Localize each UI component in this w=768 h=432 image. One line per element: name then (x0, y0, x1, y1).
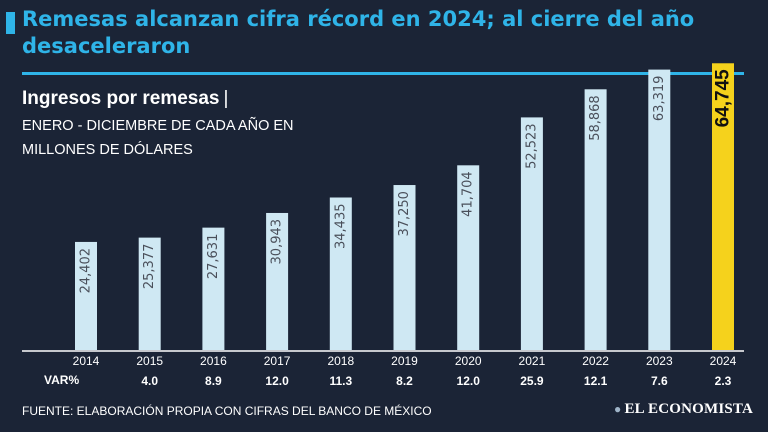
tick-label-2019: 2019 (391, 354, 418, 368)
data-label-2022: 58,868 (588, 95, 603, 141)
data-label-2015: 25,377 (142, 244, 157, 290)
bar-2021 (520, 117, 543, 351)
var-percent-label: VAR% (44, 373, 80, 387)
tick-label-2021: 2021 (519, 354, 546, 368)
var-value-2018: 11.3 (329, 374, 352, 388)
subtitle-main: Ingresos por remesas (22, 88, 220, 109)
tick-label-2018: 2018 (327, 354, 354, 368)
logo-text: EL ECONOMISTA (624, 401, 754, 417)
var-value-2021: 25.9 (520, 374, 544, 388)
var-value-2024: 2.3 (715, 374, 732, 388)
data-label-2023: 63,319 (652, 76, 667, 122)
data-label-2018: 34,435 (333, 204, 348, 250)
bar-2018 (329, 197, 352, 350)
data-label-2014: 24,402 (79, 248, 94, 294)
var-value-2020: 12.0 (457, 374, 481, 388)
var-value-2023: 7.6 (651, 374, 668, 388)
tick-label-2015: 2015 (136, 354, 163, 368)
bar-2014 (75, 241, 97, 350)
var-value-2019: 8.2 (396, 374, 413, 388)
tick-label-2016: 2016 (200, 354, 227, 368)
data-label-2016: 27,631 (206, 234, 221, 280)
bar-2022 (584, 89, 607, 350)
tick-label-2024: 2024 (710, 354, 737, 368)
tick-label-2020: 2020 (455, 354, 482, 368)
data-label-2021: 52,523 (524, 123, 539, 168)
tick-label-2017: 2017 (264, 354, 291, 368)
var-value-2022: 12.1 (584, 374, 608, 388)
data-label-2024: 64,745 (713, 69, 734, 128)
bar-2019 (393, 185, 416, 350)
subtitle-separator: | (223, 88, 229, 109)
bar-2020 (457, 165, 480, 350)
title-accent-bar (6, 12, 15, 34)
chart-subtitle: Ingresos por remesas | (22, 88, 228, 110)
bar-2015 (138, 237, 161, 350)
bar-2017 (266, 212, 289, 350)
bar-2024 (712, 63, 734, 350)
data-label-2017: 30,943 (270, 219, 285, 265)
chart-description: ENERO - DICIEMBRE DE CADA AÑO EN MILLONE… (22, 118, 294, 158)
tick-label-2014: 2014 (73, 354, 100, 368)
var-value-2015: 4.0 (141, 374, 158, 388)
var-value-2016: 8.9 (205, 374, 222, 388)
var-value-2017: 12.0 (265, 374, 289, 388)
economista-logo-icon: ● (614, 402, 622, 416)
bar-2023 (648, 69, 671, 351)
title-divider (22, 72, 744, 75)
source-note: FUENTE: ELABORACIÓN PROPIA CON CIFRAS DE… (22, 404, 432, 418)
publisher-logo: ● EL ECONOMISTA (614, 401, 753, 418)
data-label-2019: 37,250 (397, 191, 412, 237)
data-label-2020: 41,704 (461, 171, 476, 217)
tick-label-2023: 2023 (646, 354, 673, 368)
bar-2016 (202, 227, 225, 350)
chart-title: Remesas alcanzan cifra récord en 2024; a… (22, 7, 695, 58)
tick-label-2022: 2022 (582, 354, 609, 368)
